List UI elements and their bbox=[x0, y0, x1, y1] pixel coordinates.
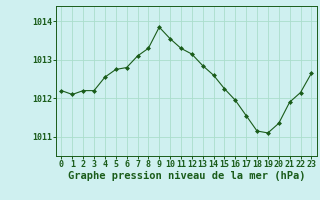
X-axis label: Graphe pression niveau de la mer (hPa): Graphe pression niveau de la mer (hPa) bbox=[68, 171, 305, 181]
